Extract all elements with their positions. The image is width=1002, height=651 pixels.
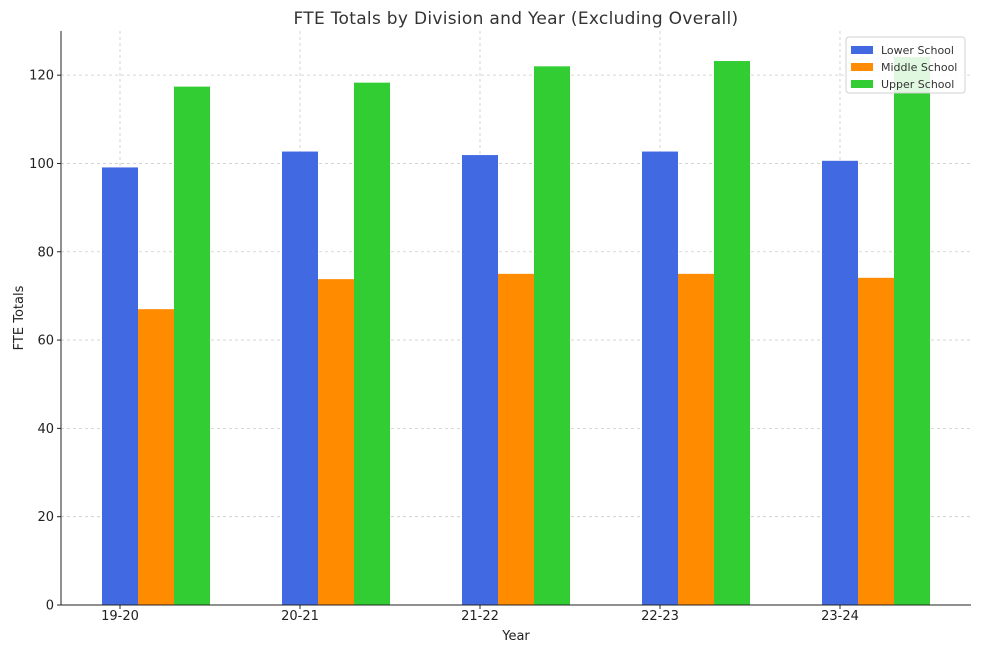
bar-middle-school-22-23 (678, 273, 714, 605)
bar-lower-school-20-21 (282, 151, 318, 606)
bar-upper-school-23-24 (894, 57, 930, 605)
bar-lower-school-23-24 (822, 160, 858, 605)
y-tick-label: 20 (37, 510, 54, 525)
y-tick-label: 0 (46, 599, 54, 614)
x-tick-label: 20-21 (281, 609, 319, 624)
legend-swatch (851, 63, 873, 71)
axes (57, 31, 971, 609)
legend-swatch (851, 46, 873, 54)
y-axis-label: FTE Totals (12, 285, 27, 350)
legend-box (845, 36, 966, 94)
bar-middle-school-20-21 (318, 279, 354, 605)
legend-entry: Upper School (881, 78, 954, 91)
legend-entry: Lower School (881, 44, 954, 57)
x-tick-label: 19-20 (101, 609, 139, 624)
bar-lower-school-21-22 (462, 155, 498, 605)
legend-swatch (851, 80, 873, 88)
chart-title: FTE Totals by Division and Year (Excludi… (294, 9, 739, 29)
bar-middle-school-19-20 (138, 309, 174, 605)
x-tick-label: 21-22 (461, 609, 499, 624)
bar-upper-school-22-23 (714, 61, 750, 606)
grid (61, 31, 971, 605)
x-axis-label: Year (501, 629, 530, 644)
x-tick-label: 22-23 (641, 609, 679, 624)
bar-upper-school-20-21 (354, 82, 390, 605)
bar-lower-school-22-23 (642, 151, 678, 606)
legend-entry: Middle School (881, 61, 957, 74)
y-tick-label: 100 (29, 157, 54, 172)
bar-lower-school-19-20 (102, 167, 138, 606)
bar-upper-school-21-22 (534, 66, 570, 606)
tick-labels: 0 20 40 60 80 100 120 19-20 20-21 21-22 22-23 23-24 (29, 69, 859, 624)
bar-middle-school-21-22 (498, 273, 534, 605)
legend: Lower School Middle School Upper School (845, 36, 966, 94)
y-tick-label: 80 (37, 245, 54, 260)
y-tick-label: 40 (37, 422, 54, 437)
bar-upper-school-19-20 (174, 86, 210, 605)
y-tick-label: 60 (37, 334, 54, 349)
bars (102, 57, 930, 606)
bar-middle-school-23-24 (858, 277, 894, 605)
x-tick-label: 23-24 (821, 609, 859, 624)
y-tick-label: 120 (29, 69, 54, 84)
